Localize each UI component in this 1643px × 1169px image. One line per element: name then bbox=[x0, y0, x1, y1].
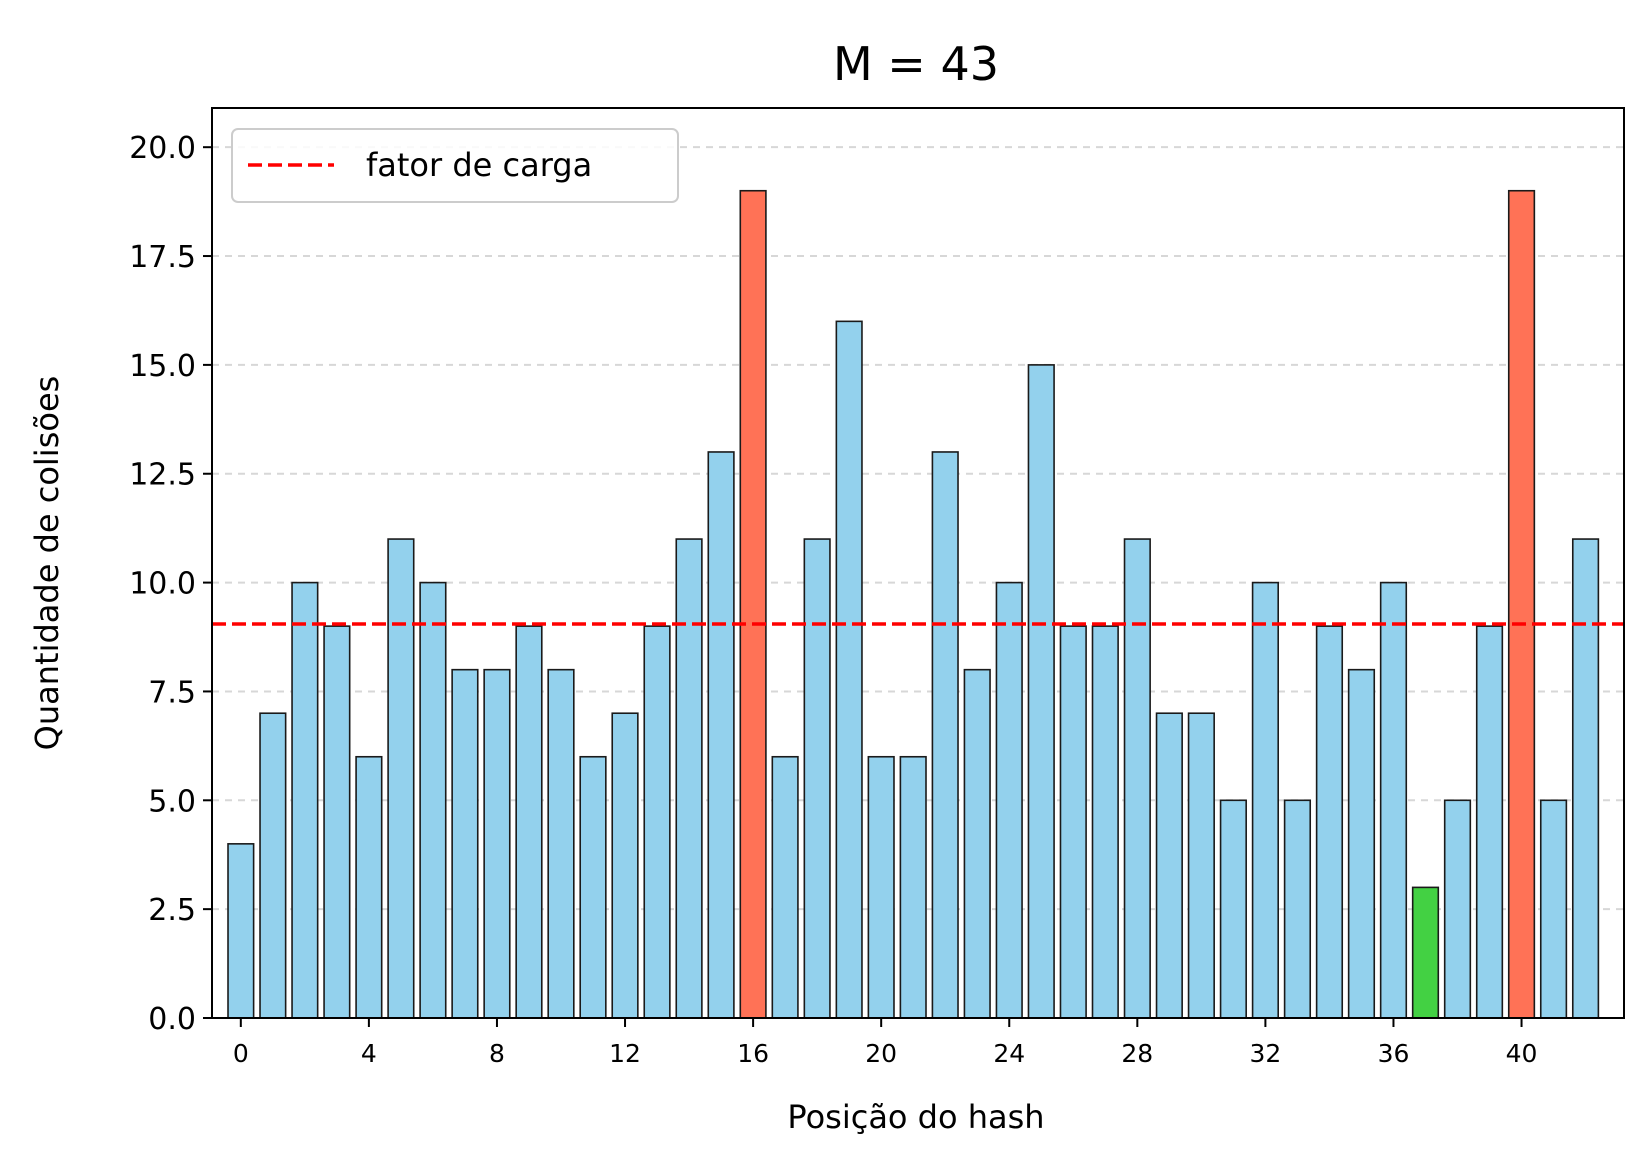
bar-41 bbox=[1539, 799, 1568, 1019]
bar-24 bbox=[995, 581, 1023, 1019]
bar-6 bbox=[419, 581, 447, 1019]
x-tick-label: 28 bbox=[1121, 1039, 1153, 1068]
legend: fator de carga bbox=[231, 128, 679, 203]
bar-4 bbox=[355, 755, 383, 1019]
bar-5 bbox=[387, 538, 415, 1019]
x-tick-label: 0 bbox=[233, 1039, 249, 1068]
bar-33 bbox=[1283, 799, 1312, 1019]
y-tick-label: 12.5 bbox=[129, 458, 196, 493]
y-tick-label: 7.5 bbox=[148, 675, 196, 710]
y-axis-label: Quantidade de colisões bbox=[28, 376, 66, 751]
bar-19 bbox=[835, 320, 863, 1019]
bar-14 bbox=[675, 538, 703, 1019]
bar-17 bbox=[771, 755, 799, 1019]
bar-32 bbox=[1251, 581, 1280, 1019]
x-tick-label: 4 bbox=[361, 1039, 377, 1068]
chart-title: M = 43 bbox=[833, 37, 999, 91]
bar-18 bbox=[803, 538, 831, 1019]
x-tick-label: 12 bbox=[609, 1039, 641, 1068]
bar-13 bbox=[643, 625, 671, 1019]
bar-21 bbox=[899, 755, 927, 1019]
y-tick-label: 0.0 bbox=[148, 1002, 196, 1037]
bar-20 bbox=[867, 755, 895, 1019]
bar-30 bbox=[1187, 712, 1215, 1019]
bars bbox=[227, 189, 1600, 1019]
y-axis: 0.0 2.5 5.0 7.5 10.0 12.5 15.0 17.5 20.0 bbox=[129, 131, 212, 1037]
x-tick-label: 20 bbox=[865, 1039, 897, 1068]
bar-38 bbox=[1443, 799, 1472, 1019]
x-tick-label: 8 bbox=[489, 1039, 505, 1068]
bar-12 bbox=[611, 712, 639, 1019]
y-tick-label: 15.0 bbox=[129, 349, 196, 384]
y-tick-label: 5.0 bbox=[148, 784, 196, 819]
bar-40 bbox=[1507, 189, 1536, 1019]
bar-34 bbox=[1315, 625, 1344, 1019]
bar-26 bbox=[1059, 625, 1087, 1019]
bar-10 bbox=[547, 668, 575, 1019]
bar-27 bbox=[1091, 625, 1119, 1019]
bar-35 bbox=[1347, 668, 1376, 1019]
y-tick-label: 2.5 bbox=[148, 893, 196, 928]
bar-1 bbox=[259, 712, 287, 1019]
bar-25 bbox=[1027, 364, 1055, 1019]
legend-label: fator de carga bbox=[366, 146, 592, 184]
bar-29 bbox=[1155, 712, 1183, 1019]
x-tick-label: 40 bbox=[1506, 1039, 1538, 1068]
bar-3 bbox=[323, 625, 351, 1019]
bar-8 bbox=[483, 668, 511, 1019]
bar-0 bbox=[227, 843, 255, 1019]
plot-frame bbox=[211, 107, 1625, 1019]
bar-37 bbox=[1411, 886, 1440, 1019]
bar-39 bbox=[1475, 625, 1504, 1019]
y-tick-label: 20.0 bbox=[129, 131, 196, 166]
bar-11 bbox=[579, 755, 607, 1019]
bar-15 bbox=[707, 451, 735, 1019]
bar-31 bbox=[1219, 799, 1247, 1019]
x-axis: 0 4 8 12 16 20 24 28 32 36 40 bbox=[233, 1018, 1538, 1068]
x-tick-label: 24 bbox=[993, 1039, 1025, 1068]
x-tick-label: 16 bbox=[737, 1039, 769, 1068]
bar-22 bbox=[931, 451, 959, 1019]
x-tick-label: 32 bbox=[1249, 1039, 1281, 1068]
bar-2 bbox=[291, 581, 319, 1019]
bar-23 bbox=[963, 668, 991, 1019]
bar-9 bbox=[515, 625, 543, 1019]
legend-box bbox=[231, 128, 679, 203]
x-tick-label: 36 bbox=[1378, 1039, 1410, 1068]
y-tick-label: 17.5 bbox=[129, 240, 196, 275]
bar-42 bbox=[1571, 538, 1600, 1019]
bar-7 bbox=[451, 668, 479, 1019]
bar-36 bbox=[1379, 581, 1408, 1019]
bar-28 bbox=[1123, 538, 1151, 1019]
bar-16 bbox=[739, 189, 767, 1019]
y-tick-label: 10.0 bbox=[129, 567, 196, 602]
x-axis-label: Posição do hash bbox=[787, 1098, 1044, 1136]
